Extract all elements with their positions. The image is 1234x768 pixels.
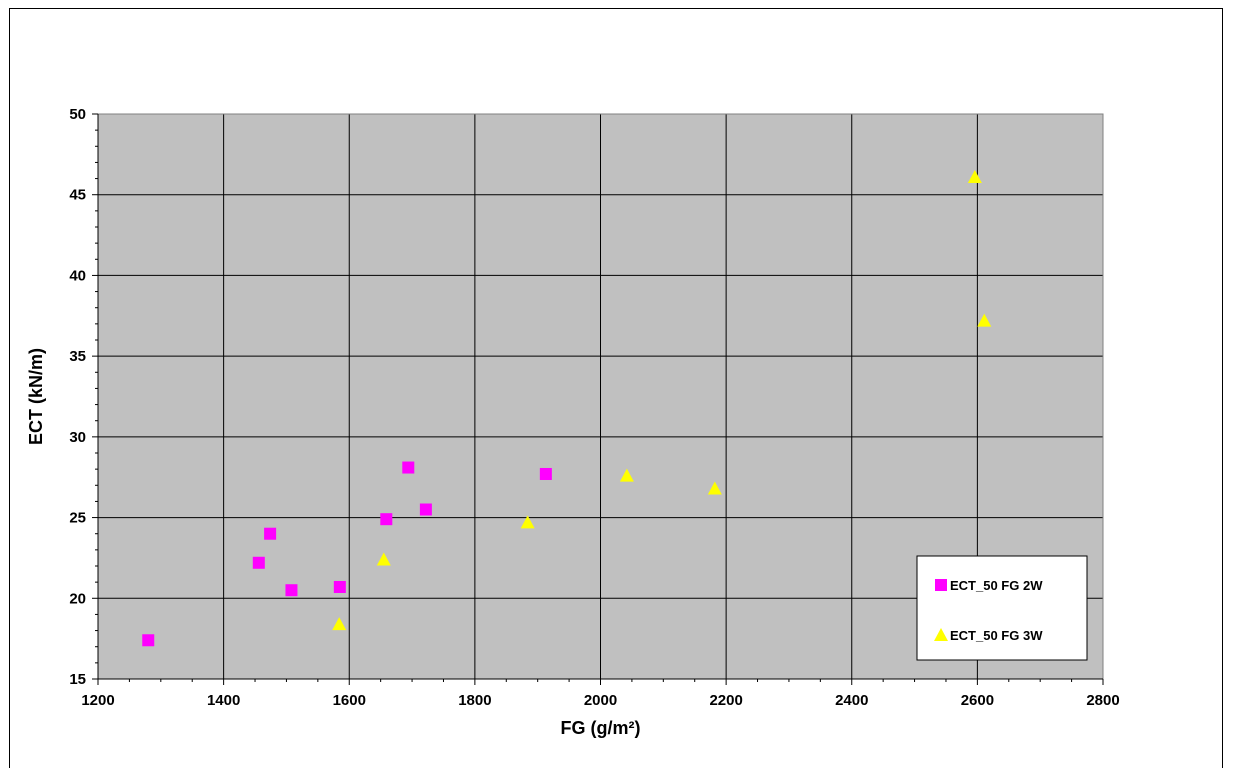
legend-label: ECT_50 FG 3W xyxy=(950,628,1043,643)
y-tick-label: 20 xyxy=(69,590,86,607)
data-point xyxy=(380,513,393,526)
legend-item: ECT_50 FG 3W xyxy=(934,628,1043,643)
data-point xyxy=(520,515,535,529)
data-point xyxy=(967,169,982,183)
x-tick-label: 1600 xyxy=(333,692,366,709)
x-tick-label: 1200 xyxy=(81,692,114,709)
y-tick-label: 35 xyxy=(69,348,86,365)
tick-labels: 1200 1400 1600 1800 2000 2200 2400 2600 2800 15 20… xyxy=(69,106,1119,709)
legend-label: ECT_50 FG 2W xyxy=(950,578,1043,593)
legend-box xyxy=(916,555,1088,661)
y-axis-label: ECT (kN/m) xyxy=(26,348,46,445)
data-point xyxy=(402,461,415,474)
data-points xyxy=(142,169,992,647)
y-tick-label: 30 xyxy=(69,429,86,446)
y-tick-label: 50 xyxy=(69,106,86,123)
legend-marker xyxy=(935,579,947,591)
data-point xyxy=(142,634,155,647)
x-tick-label: 2600 xyxy=(961,692,994,709)
series-2 xyxy=(332,169,992,631)
x-tick-label: 2000 xyxy=(584,692,617,709)
data-point xyxy=(333,580,346,593)
y-tick-label: 25 xyxy=(69,510,86,527)
x-tick-label: 2200 xyxy=(709,692,742,709)
data-point xyxy=(619,468,634,482)
x-tick-label: 2400 xyxy=(835,692,868,709)
y-tick-label: 15 xyxy=(69,671,86,688)
data-point xyxy=(332,617,347,631)
data-point xyxy=(707,481,722,495)
data-point xyxy=(376,552,391,566)
legend: ECT_50 FG 2W ECT_50 FG 3W xyxy=(916,555,1088,661)
x-axis-label: FG (g/m²) xyxy=(561,718,641,738)
data-point xyxy=(539,467,552,480)
y-tick-label: 40 xyxy=(69,267,86,284)
series-1 xyxy=(142,461,552,647)
axes xyxy=(92,113,1104,685)
x-tick-label: 2800 xyxy=(1086,692,1119,709)
data-point xyxy=(285,584,298,597)
x-tick-label: 1800 xyxy=(458,692,491,709)
legend-item: ECT_50 FG 2W xyxy=(935,578,1043,593)
x-tick-label: 1400 xyxy=(207,692,240,709)
legend-marker xyxy=(934,628,948,641)
data-point xyxy=(419,503,432,516)
data-point xyxy=(252,556,265,569)
data-point xyxy=(977,313,992,327)
y-tick-label: 45 xyxy=(69,187,86,204)
data-point xyxy=(264,527,277,540)
